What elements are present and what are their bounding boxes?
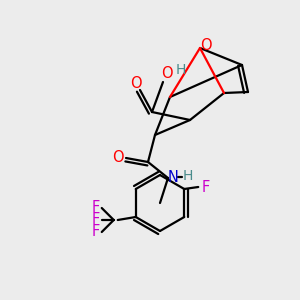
Text: O: O	[161, 65, 173, 80]
Text: H: H	[176, 63, 186, 77]
Text: O: O	[130, 76, 142, 91]
Text: O: O	[200, 38, 212, 53]
Text: F: F	[92, 212, 100, 227]
Text: F: F	[202, 179, 210, 194]
Text: F: F	[92, 200, 100, 215]
Text: O: O	[112, 151, 124, 166]
Text: N: N	[168, 170, 178, 185]
Text: F: F	[92, 224, 100, 239]
Text: H: H	[183, 169, 193, 183]
